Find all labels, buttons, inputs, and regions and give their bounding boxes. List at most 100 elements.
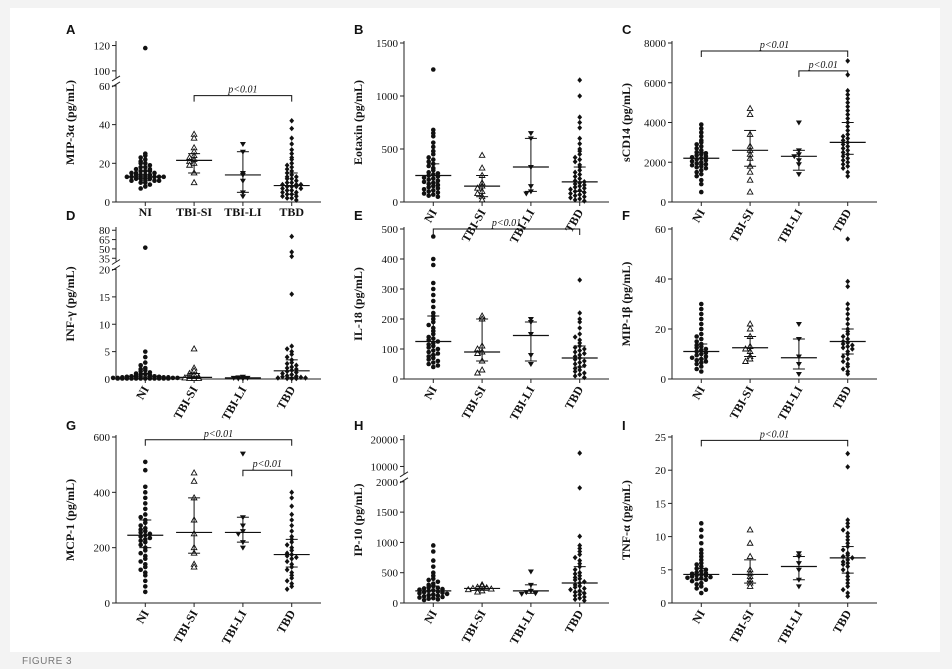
data-point	[289, 146, 295, 153]
y-tick-label: 100	[382, 344, 399, 356]
data-point	[746, 325, 754, 332]
panel-letter: G	[66, 418, 76, 433]
panel-letter: E	[354, 208, 363, 223]
data-point	[284, 578, 290, 584]
data-point	[572, 571, 578, 577]
data-point	[577, 316, 583, 322]
data-point	[284, 162, 290, 169]
data-point	[426, 345, 431, 350]
data-point	[572, 373, 578, 379]
data-point	[142, 180, 148, 185]
x-tick-label: TBD	[279, 205, 304, 219]
data-point	[289, 503, 295, 509]
data-point	[845, 520, 851, 527]
data-point	[435, 358, 441, 364]
panel-A: A 100 120 0 20 40 60 MIP-3α (pg/mL) NI TBI-SI TBI-…	[63, 22, 321, 219]
data-point	[426, 177, 431, 183]
data-point	[430, 188, 436, 193]
data-point	[698, 564, 704, 569]
data-point	[430, 183, 436, 189]
data-point	[694, 345, 699, 351]
y-tick-label: 200	[382, 314, 399, 326]
data-point	[698, 148, 704, 153]
data-point	[426, 193, 431, 198]
data-point	[572, 192, 578, 199]
data-point	[845, 115, 851, 122]
data-point	[430, 543, 436, 548]
data-point	[698, 560, 704, 566]
data-point	[284, 553, 290, 559]
data-point	[284, 187, 290, 194]
y-tick-label: 5	[105, 347, 111, 359]
data-point	[138, 155, 143, 160]
data-point	[430, 157, 436, 162]
y-axis-label: IL-18 (pg/mL)	[351, 267, 365, 341]
data-point	[577, 325, 583, 331]
data-point	[293, 197, 299, 203]
data-point	[473, 349, 482, 356]
data-point	[289, 528, 295, 534]
data-point	[845, 169, 851, 175]
data-point	[840, 358, 846, 365]
data-point	[478, 164, 486, 171]
data-point	[289, 489, 295, 496]
data-point	[572, 169, 578, 176]
data-point	[572, 154, 578, 161]
data-point	[426, 596, 431, 602]
data-point	[689, 355, 695, 361]
data-point	[165, 376, 171, 381]
data-point	[845, 236, 851, 242]
data-point	[142, 564, 148, 570]
data-point	[698, 189, 704, 195]
data-point	[577, 156, 583, 163]
data-point	[845, 159, 851, 166]
data-point	[142, 490, 148, 495]
data-point	[527, 362, 534, 367]
data-point	[845, 155, 851, 162]
data-point	[845, 283, 851, 290]
y-tick-label: 2000	[376, 477, 399, 489]
data-point	[421, 597, 427, 603]
data-point	[142, 360, 148, 365]
data-point	[142, 164, 148, 170]
data-point	[142, 467, 148, 473]
data-point	[284, 365, 290, 371]
data-point	[142, 512, 148, 517]
data-point	[577, 119, 583, 126]
y-tick-label: 15	[99, 292, 111, 304]
data-point	[142, 506, 148, 512]
data-point	[845, 306, 851, 312]
data-point	[568, 194, 573, 201]
y-tick-label: 6000	[644, 78, 667, 90]
data-point	[142, 578, 148, 584]
data-point	[435, 579, 441, 585]
data-point	[577, 135, 583, 142]
data-point	[577, 277, 583, 283]
data-point	[142, 184, 148, 189]
data-point	[581, 594, 587, 600]
data-point	[840, 161, 846, 168]
data-point	[577, 310, 583, 316]
data-point	[698, 584, 704, 589]
data-point	[430, 549, 436, 554]
data-point	[746, 176, 754, 183]
data-point	[746, 526, 754, 533]
p-value-label: p<0.01	[227, 85, 257, 96]
data-point	[845, 91, 851, 98]
data-point	[464, 585, 472, 593]
p-value-label: p<0.01	[252, 459, 282, 470]
y-tick-label: 20000	[371, 435, 399, 447]
data-point	[840, 145, 846, 152]
data-point	[845, 464, 851, 470]
data-point	[430, 130, 436, 136]
data-point	[689, 158, 695, 164]
data-point	[289, 168, 295, 174]
data-point	[190, 563, 198, 570]
y-axis-label: sCD14 (pg/mL)	[619, 83, 633, 162]
data-point	[430, 148, 436, 154]
y-tick-label: 300	[382, 284, 399, 296]
data-point	[289, 164, 295, 170]
data-point	[694, 361, 699, 367]
data-point	[577, 337, 583, 343]
data-point	[698, 557, 704, 563]
